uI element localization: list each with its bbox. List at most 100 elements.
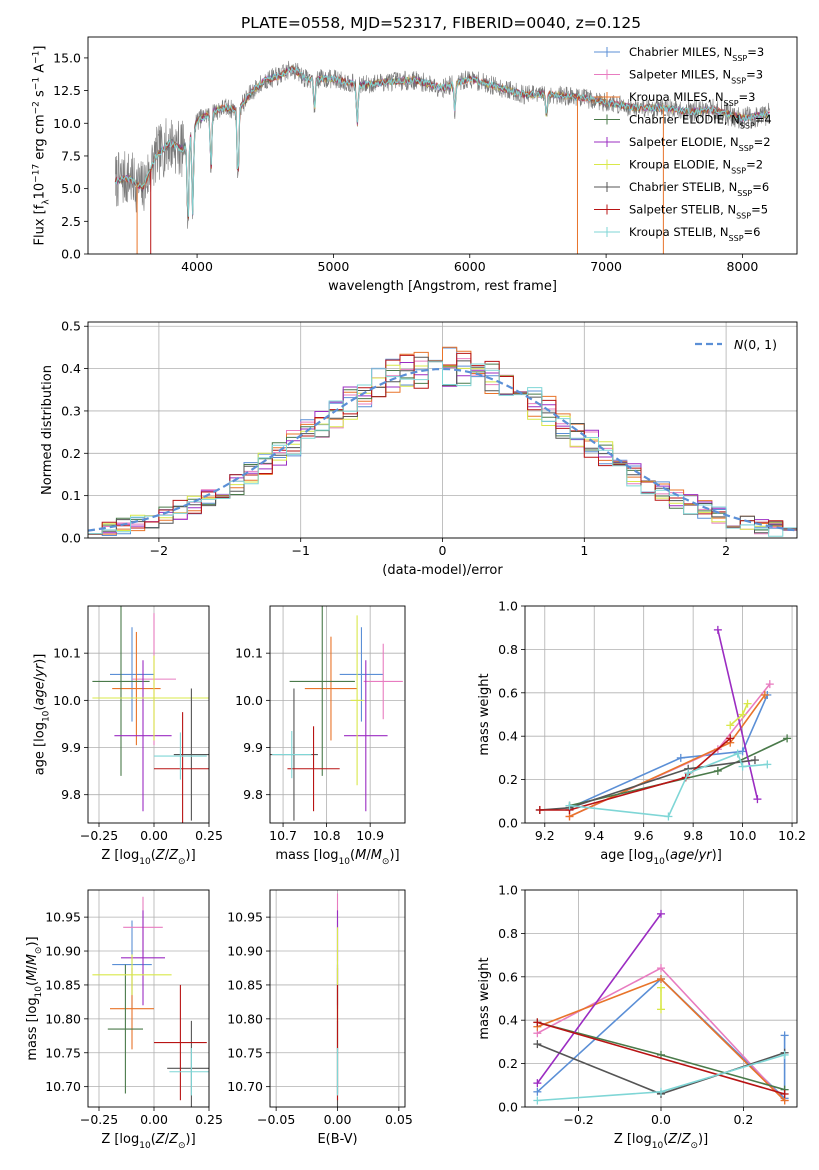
mass_vs_EBV-xtick-label: −0.05	[257, 1112, 295, 1127]
mass_vs_Z-ytick-label: 10.90	[45, 944, 81, 959]
mass_weight_vs_Z-series	[533, 909, 789, 1105]
mass_vs_EBV-xtick-label: 0.05	[385, 1112, 413, 1127]
mass-weight-marker	[657, 1005, 665, 1014]
errorbar-point	[272, 731, 312, 779]
residual_histogram-ytick-label: 0.5	[61, 319, 81, 334]
mass-weight-marker	[780, 1089, 789, 1098]
spectrum-axes: 4000 5000 6000 7000 8000 0.0 2.5 5.0 7.5 10.0 12.5…	[32, 45, 759, 294]
spectrum-frame	[87, 36, 798, 255]
mass-weight-marker	[657, 964, 665, 973]
mass_vs_EBV-ytick-label: 10.95	[227, 910, 263, 925]
mass-weight-marker	[726, 734, 735, 743]
errorbar-point	[350, 615, 364, 786]
residual_histogram-xtick-label: −1	[291, 543, 309, 558]
spectrum-ytick-label: 10.0	[53, 116, 81, 131]
mass_weight_vs_Z-frame	[524, 889, 798, 1108]
mass-weight-marker	[753, 795, 762, 804]
mass-weight-marker	[783, 734, 792, 743]
mass_weight_vs_age-xtick-label: 9.6	[634, 828, 654, 843]
mass-weight-marker	[763, 760, 772, 769]
mass_weight_vs_age-xtick-label: 9.2	[535, 828, 555, 843]
legend-entry: N(0, 1)	[734, 337, 777, 352]
residual_histogram-xtick-label: −2	[150, 543, 168, 558]
mass_vs_Z-ytick-label: 10.75	[45, 1045, 81, 1060]
age_vs_Z-ytick-label: 9.8	[61, 787, 81, 802]
mass_weight_vs_age-ytick-label: 0.2	[498, 772, 518, 787]
mass_vs_Z-xtick-label: 0.25	[195, 1112, 223, 1127]
errorbar-point	[92, 954, 172, 996]
mass-weight-marker	[726, 721, 735, 730]
errorbar-point	[110, 627, 154, 722]
mass_weight_vs_Z-ytick-label: 0.8	[498, 926, 518, 941]
legend-entry: Chabrier ELODIE, NSSP=4	[629, 113, 772, 131]
residual_histogram-ytick-label: 0.2	[61, 446, 81, 461]
age_vs_Z-ytick-label: 9.9	[61, 740, 81, 755]
mass-weight-marker	[664, 812, 673, 821]
legend-entry: Chabrier STELIB, NSSP=6	[629, 180, 769, 198]
mass-weight-marker	[684, 769, 693, 778]
mass_weight_vs_Z-ytick-label: 0.4	[498, 1013, 518, 1028]
mass_vs_EBV-ytick-label: 10.85	[227, 977, 263, 992]
mass_weight_vs_Z-ytick-label: 0.2	[498, 1056, 518, 1071]
mass-weight-line	[539, 737, 731, 811]
residual_histogram-frame	[87, 321, 798, 539]
mass_weight_vs_age-xtick-label: 9.8	[683, 828, 703, 843]
age_vs_mass-ytick-label: 9.8	[243, 787, 263, 802]
spectrum-xtick-label: 7000	[590, 259, 622, 274]
mass_vs_EBV-xtick-label: 0.00	[324, 1112, 352, 1127]
age_vs_Z-errorbars	[92, 606, 209, 823]
mass-weight-marker	[565, 801, 574, 810]
age_vs_Z-xtick-label: −0.25	[80, 828, 118, 843]
spectrum-ytick-label: 15.0	[53, 50, 81, 65]
mass_weight_vs_Z-ytick-label: 1.0	[498, 883, 518, 898]
mass_weight_vs_age-xtick-label: 9.4	[584, 828, 604, 843]
age_vs_Z-ytick-label: 10.1	[53, 646, 81, 661]
mass_vs_EBV-ytick-label: 10.90	[227, 944, 263, 959]
age_vs_mass-ytick-label: 10.0	[235, 693, 263, 708]
errorbar-point	[92, 606, 150, 776]
mass-weight-marker	[733, 749, 742, 758]
spectrum-xlabel: wavelength [Angstrom, rest frame]	[328, 279, 557, 294]
mass_vs_EBV-ytick-label: 10.75	[227, 1045, 263, 1060]
errorbar-point	[154, 984, 207, 1101]
figure-title: PLATE=0558, MJD=52317, FIBERID=0040, z=0…	[241, 14, 641, 32]
mass_vs_EBV-xlabel: E(B-V)	[317, 1132, 357, 1147]
residual_histogram-ytick-label: 0.3	[61, 403, 81, 418]
mass_weight_vs_Z-ytick-label: 0.6	[498, 969, 518, 984]
histogram-series	[88, 346, 797, 537]
errorbar-point	[92, 655, 209, 741]
spectrum-xtick-label: 4000	[181, 259, 213, 274]
mass-weight-marker	[533, 1096, 542, 1105]
mass_weight_vs_Z-ylabel: mass weight	[477, 957, 492, 1039]
spectrum-legend: Chabrier MILES, NSSP=3 Salpeter MILES, NS…	[594, 45, 772, 243]
normal-reference-curve	[88, 367, 797, 532]
spectrum-ytick-label: 2.5	[61, 214, 81, 229]
mass_weight_vs_age-ytick-label: 1.0	[498, 599, 518, 614]
mass-weight-marker	[657, 1087, 665, 1096]
errorbar-point	[287, 726, 340, 812]
age_vs_mass-xtick-label: 10.7	[269, 828, 297, 843]
mass_weight_vs_age-xtick-label: 10.0	[729, 828, 757, 843]
age_vs_Z-xtick-label: 0.25	[195, 828, 223, 843]
mass_vs_Z-ylabel: mass [log10(M/M⊙)]	[25, 936, 44, 1060]
mass-weight-marker	[533, 1087, 542, 1096]
errorbar-point	[304, 636, 358, 741]
mass-weight-marker	[738, 710, 747, 719]
mass_weight_vs_Z-xtick-label: 0.0	[651, 1112, 671, 1127]
mass_vs_Z-xtick-label: −0.25	[80, 1112, 118, 1127]
residual_histogram-xtick-label: 0	[439, 543, 447, 558]
age_vs_mass-frame	[269, 605, 406, 824]
mass-weight-marker	[533, 1040, 542, 1049]
mass_weight_vs_age-frame	[524, 605, 798, 824]
errorbar-point	[121, 910, 165, 1006]
mass_weight_vs_age-axes: 9.2 9.4 9.6 9.8 10.0 10.2 0.0 0.2 0.4 0.6 0.8 1.0 ag…	[477, 599, 806, 868]
mass_vs_Z-ytick-label: 10.70	[45, 1079, 81, 1094]
mass_vs_Z-xtick-label: 0.00	[140, 1112, 168, 1127]
mass-weight-marker	[533, 1079, 542, 1088]
mass_vs_EBV-frame	[269, 889, 406, 1108]
mass-weight-marker	[676, 753, 685, 762]
errorbar-point	[154, 712, 209, 823]
spectrum-ytick-label: 7.5	[61, 148, 81, 163]
mass_weight_vs_age-ytick-label: 0.0	[498, 816, 518, 831]
